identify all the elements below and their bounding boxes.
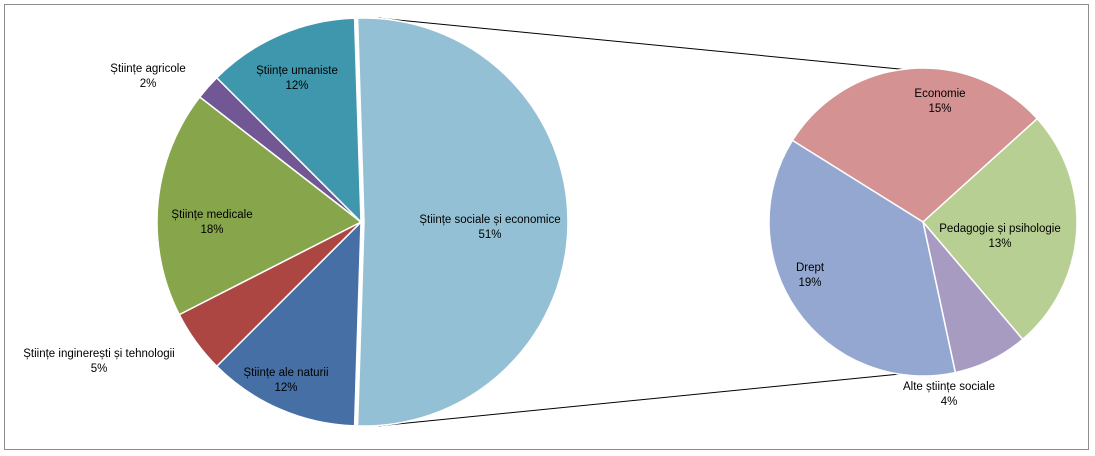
connector-lines bbox=[378, 17, 931, 427]
connector-line-top bbox=[378, 17, 931, 73]
breakdown-percent-label: 4% bbox=[941, 396, 958, 408]
breakdown-label-pedagogie-si-psihologie: Pedagogie și psihologie 13% bbox=[939, 223, 1060, 250]
main-slice-stiinte-umaniste bbox=[215, 17, 362, 224]
breakdown-label-alte-stiinte-sociale: Alte științe sociale 4% bbox=[903, 381, 995, 408]
chart-frame: Științe sociale și economice 51% Științe a… bbox=[4, 4, 1089, 450]
pie-of-pie-chart: Științe sociale și economice 51% Științe a… bbox=[23, 17, 1078, 427]
breakdown-percent-label: 19% bbox=[798, 277, 821, 289]
main-label-stiinte-ale-naturii: Științe ale naturii 12% bbox=[243, 367, 328, 394]
main-percent-label: 5% bbox=[91, 363, 108, 375]
main-percent-label: 12% bbox=[274, 382, 297, 394]
main-category-label: Științe sociale și economice bbox=[419, 214, 560, 226]
main-label-stiinte-medicale: Științe medicale 18% bbox=[171, 209, 252, 236]
breakdown-category-label: Drept bbox=[796, 262, 825, 274]
breakdown-percent-label: 13% bbox=[988, 238, 1011, 250]
main-label-stiinte-agricole: Științe agricole 2% bbox=[110, 63, 185, 90]
main-slice-stiinte-sociale-si-economice bbox=[356, 17, 569, 427]
main-percent-label: 51% bbox=[478, 229, 501, 241]
main-category-label: Științe inginerești și tehnologii bbox=[23, 348, 175, 360]
breakdown-percent-label: 15% bbox=[928, 103, 951, 115]
main-pie bbox=[156, 17, 569, 427]
main-label-stiinte-umaniste: Științe umaniste 12% bbox=[256, 65, 338, 92]
main-label-stiinte-ingineresti-si-tehnologii: Științe inginerești și tehnologii 5% bbox=[23, 348, 175, 375]
breakdown-slice-drept bbox=[768, 139, 957, 377]
main-category-label: Științe ale naturii bbox=[243, 367, 328, 379]
main-percent-label: 18% bbox=[200, 224, 223, 236]
main-category-label: Științe medicale bbox=[171, 209, 252, 221]
main-slice-stiinte-ale-naturii bbox=[215, 220, 362, 427]
main-percent-label: 2% bbox=[140, 78, 157, 90]
main-category-label: Științe umaniste bbox=[256, 65, 338, 77]
main-slice-stiinte-medicale bbox=[156, 95, 363, 316]
breakdown-slice-pedagogie-si-psihologie bbox=[921, 117, 1078, 341]
main-category-label: Științe agricole bbox=[110, 63, 185, 75]
breakdown-category-label: Economie bbox=[914, 88, 965, 100]
data-labels: Științe sociale și economice 51% Științe a… bbox=[23, 63, 1061, 408]
main-label-stiinte-sociale-si-economice: Științe sociale și economice 51% bbox=[419, 214, 560, 241]
breakdown-category-label: Pedagogie și psihologie bbox=[939, 223, 1060, 235]
breakdown-label-drept: Drept 19% bbox=[796, 262, 825, 289]
breakdown-pie bbox=[768, 67, 1078, 377]
breakdown-slice-economie bbox=[791, 67, 1039, 223]
breakdown-label-economie: Economie 15% bbox=[914, 88, 965, 115]
connector-line-bottom bbox=[378, 370, 931, 427]
main-percent-label: 12% bbox=[285, 80, 308, 92]
breakdown-category-label: Alte științe sociale bbox=[903, 381, 995, 393]
